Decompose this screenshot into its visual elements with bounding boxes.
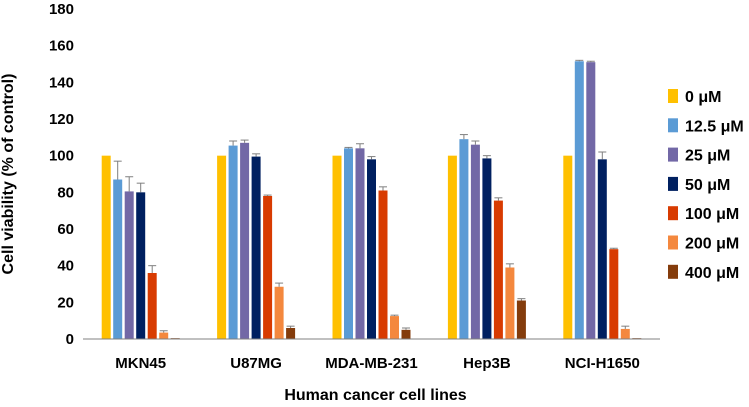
bar — [390, 316, 399, 339]
bar — [101, 155, 111, 339]
y-tick-label: 160 — [49, 38, 74, 55]
legend-label: 12.5 μM — [685, 118, 744, 135]
bar — [113, 179, 123, 339]
legend-label: 100 μM — [685, 206, 739, 223]
y-tick-label: 20 — [57, 294, 74, 311]
bar — [344, 148, 353, 339]
bar — [124, 191, 134, 339]
legend-swatch — [668, 89, 678, 103]
legend-swatch — [668, 147, 678, 162]
category-labels: MKN45 U87MG MDA-MB-231 Hep3B NCI-H1650 — [115, 355, 640, 372]
x-axis-title: Human cancer cell lines — [284, 387, 466, 404]
y-tick-label: 40 — [57, 258, 74, 275]
bar — [274, 286, 284, 339]
legend-swatch — [668, 264, 678, 279]
bar — [159, 332, 169, 339]
category-label: NCI-H1650 — [565, 355, 640, 372]
legend-swatch — [668, 206, 678, 221]
y-tick-label: 0 — [66, 331, 74, 348]
legend-swatch — [668, 235, 678, 250]
y-tick-label: 180 — [49, 1, 74, 18]
legend-label: 25 μM — [685, 148, 730, 165]
legend-swatch — [668, 176, 678, 191]
bar — [563, 155, 573, 339]
y-tick-label: 60 — [57, 221, 74, 238]
bar — [147, 273, 157, 339]
bar — [355, 148, 365, 339]
legend-label: 400 μM — [685, 265, 739, 282]
category-label: MKN45 — [115, 355, 166, 372]
legend: 0 μM 12.5 μM 25 μM 50 μM 100 μM 200 μM 400 μM — [668, 89, 744, 282]
category-label: Hep3B — [463, 355, 511, 372]
bar — [574, 61, 584, 339]
legend-label: 50 μM — [685, 177, 730, 194]
y-axis-title: Cell viability (% of control) — [0, 74, 17, 275]
y-tick-label: 100 — [49, 148, 74, 165]
bar — [401, 329, 411, 339]
legend-label: 200 μM — [685, 236, 739, 253]
y-tick-label: 140 — [49, 74, 74, 91]
bar — [482, 158, 492, 339]
legend-swatch — [668, 118, 678, 133]
y-axis-ticks: 0 20 40 60 80 100 120 140 160 180 — [49, 1, 74, 348]
bar — [447, 155, 457, 339]
bar — [217, 155, 227, 339]
bar — [620, 328, 630, 339]
bar — [263, 196, 273, 339]
category-label: U87MG — [230, 355, 282, 372]
bar — [136, 192, 146, 339]
bar — [470, 144, 480, 339]
bar — [367, 159, 376, 339]
bar — [240, 142, 250, 339]
bar — [459, 139, 469, 339]
category-label: MDA-MB-231 — [325, 355, 418, 372]
bars — [101, 61, 642, 340]
y-tick-label: 120 — [49, 111, 74, 128]
bar — [378, 190, 388, 339]
bar — [493, 200, 503, 339]
bar — [251, 156, 261, 339]
legend-label: 0 μM — [685, 89, 721, 106]
bar — [228, 145, 238, 339]
bar — [505, 267, 515, 339]
bar — [609, 249, 619, 339]
bar — [286, 328, 296, 339]
bar — [516, 300, 526, 339]
bar — [332, 155, 342, 339]
bar — [597, 159, 607, 339]
y-tick-label: 80 — [57, 184, 74, 201]
bar — [586, 62, 596, 340]
error-bars — [113, 59, 630, 333]
